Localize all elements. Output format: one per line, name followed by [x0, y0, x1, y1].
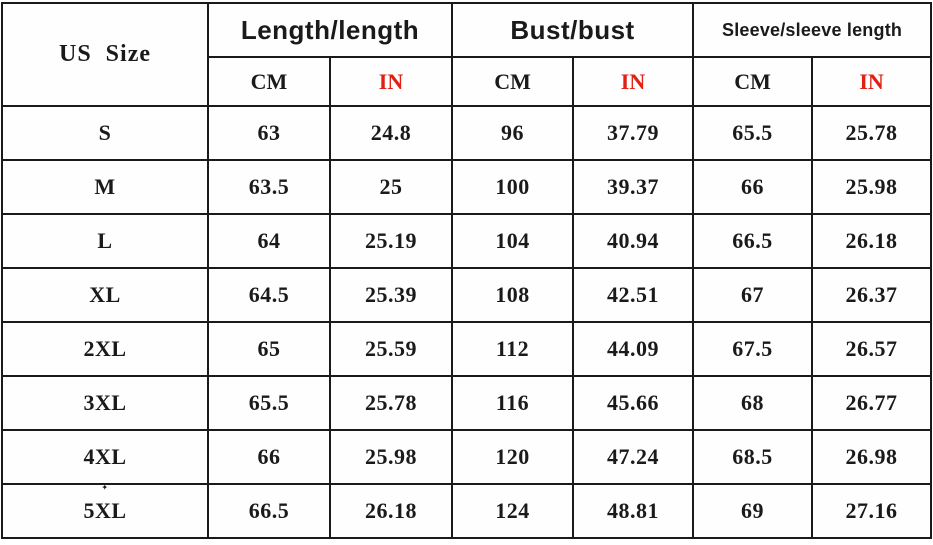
size-label: L	[97, 228, 113, 253]
bust-cm-cell: 116	[451, 375, 575, 431]
sleeve-in-cell: 26.57	[811, 321, 933, 377]
length-in-cell: 26.18	[328, 483, 454, 539]
size-label: XL	[89, 282, 121, 307]
sleeve-cm-cell: 67	[692, 267, 814, 323]
length-cm-cell: 63	[207, 105, 331, 161]
table-row: 2XL 65 25.59 112 44.09 67.5 26.57	[1, 321, 933, 377]
bust-in-header: IN	[572, 56, 695, 107]
bust-cm-cell: 100	[451, 159, 575, 215]
length-in-cell: 25.19	[328, 213, 454, 269]
length-cm-header: CM	[207, 56, 331, 107]
bust-group-header: Bust/bust	[451, 2, 695, 58]
size-cell: ✦ 5XL	[1, 483, 209, 539]
size-cell: S	[1, 105, 209, 161]
sleeve-in-cell: 25.98	[811, 159, 933, 215]
length-cm-cell: 64	[207, 213, 331, 269]
table-row: L 64 25.19 104 40.94 66.5 26.18	[1, 213, 933, 269]
bust-in-cell: 37.79	[572, 105, 695, 161]
size-label: 4XL	[83, 444, 127, 469]
table-row: XL 64.5 25.39 108 42.51 67 26.37	[1, 267, 933, 323]
sleeve-in-cell: 26.98	[811, 429, 933, 485]
bust-in-cell: 42.51	[572, 267, 695, 323]
stray-mark: ✦	[101, 484, 109, 492]
size-cell: 4XL	[1, 429, 209, 485]
sleeve-cm-cell: 68	[692, 375, 814, 431]
table-row: 3XL 65.5 25.78 116 45.66 68 26.77	[1, 375, 933, 431]
length-cm-cell: 65	[207, 321, 331, 377]
sleeve-cm-cell: 66.5	[692, 213, 814, 269]
bust-cm-cell: 108	[451, 267, 575, 323]
bust-cm-cell: 112	[451, 321, 575, 377]
table-row: ✦ 5XL 66.5 26.18 124 48.81 69 27.16	[1, 483, 933, 539]
table-row: 4XL 66 25.98 120 47.24 68.5 26.98	[1, 429, 933, 485]
bust-cm-cell: 124	[451, 483, 575, 539]
length-in-cell: 25	[328, 159, 454, 215]
size-label: 5XL	[83, 498, 127, 523]
size-cell: 3XL	[1, 375, 209, 431]
bust-in-cell: 45.66	[572, 375, 695, 431]
table-row: S 63 24.8 96 37.79 65.5 25.78	[1, 105, 933, 161]
length-cm-cell: 64.5	[207, 267, 331, 323]
size-cell: L	[1, 213, 209, 269]
bust-in-cell: 39.37	[572, 159, 695, 215]
size-cell: M	[1, 159, 209, 215]
sleeve-in-cell: 27.16	[811, 483, 933, 539]
bust-in-cell: 48.81	[572, 483, 695, 539]
bust-cm-cell: 120	[451, 429, 575, 485]
length-in-cell: 24.8	[328, 105, 454, 161]
length-in-cell: 25.78	[328, 375, 454, 431]
sleeve-cm-cell: 66	[692, 159, 814, 215]
table-body: S 63 24.8 96 37.79 65.5 25.78 M 63.5 25 …	[1, 105, 933, 539]
bust-in-cell: 40.94	[572, 213, 695, 269]
size-label: 2XL	[83, 336, 127, 361]
group-header-row: US Size Length/length Bust/bust Sleeve/s…	[1, 2, 933, 107]
bust-in-cell: 44.09	[572, 321, 695, 377]
bust-cm-cell: 96	[451, 105, 575, 161]
sleeve-in-cell: 25.78	[811, 105, 933, 161]
length-cm-cell: 66	[207, 429, 331, 485]
size-cell: XL	[1, 267, 209, 323]
sleeve-in-cell: 26.37	[811, 267, 933, 323]
sleeve-cm-cell: 68.5	[692, 429, 814, 485]
length-cm-cell: 63.5	[207, 159, 331, 215]
length-in-cell: 25.59	[328, 321, 454, 377]
sleeve-in-cell: 26.18	[811, 213, 933, 269]
length-cm-cell: 66.5	[207, 483, 331, 539]
sleeve-group-header: Sleeve/sleeve length	[692, 2, 933, 58]
size-label: M	[94, 174, 116, 199]
length-cm-cell: 65.5	[207, 375, 331, 431]
length-in-cell: 25.39	[328, 267, 454, 323]
table-row: M 63.5 25 100 39.37 66 25.98	[1, 159, 933, 215]
length-in-header: IN	[328, 56, 454, 107]
sleeve-cm-cell: 65.5	[692, 105, 814, 161]
bust-in-cell: 47.24	[572, 429, 695, 485]
unit-header-row: CM IN CM IN CM IN	[2, 56, 933, 107]
size-label: 3XL	[83, 390, 127, 415]
sleeve-in-cell: 26.77	[811, 375, 933, 431]
length-in-cell: 25.98	[328, 429, 454, 485]
sleeve-in-header: IN	[811, 56, 933, 107]
sleeve-cm-cell: 67.5	[692, 321, 814, 377]
size-label: S	[98, 120, 112, 145]
sleeve-cm-cell: 69	[692, 483, 814, 539]
size-cell: 2XL	[1, 321, 209, 377]
us-size-header: US Size	[1, 2, 209, 107]
length-group-header: Length/length	[206, 2, 454, 58]
bust-cm-header: CM	[451, 56, 575, 107]
bust-cm-cell: 104	[451, 213, 575, 269]
sleeve-cm-header: CM	[692, 56, 814, 107]
